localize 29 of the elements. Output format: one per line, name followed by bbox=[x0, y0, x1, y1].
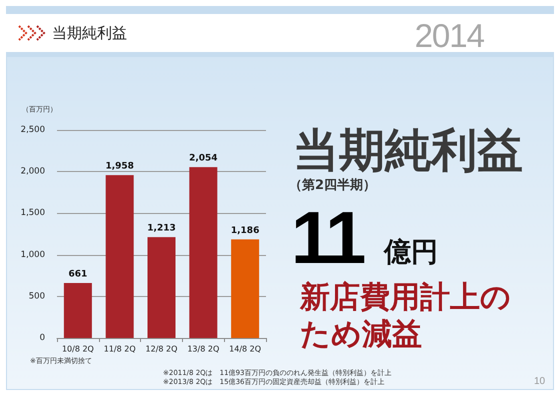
bar bbox=[231, 239, 260, 338]
y-tick-label: 0 bbox=[40, 333, 45, 343]
x-tick-label: 13/8 2Q bbox=[187, 344, 220, 354]
data-label: 1,186 bbox=[230, 226, 260, 236]
data-label: 661 bbox=[68, 270, 88, 280]
y-tick-label: 2,500 bbox=[20, 125, 45, 135]
text: 10 bbox=[534, 376, 546, 388]
text: 当期純利益 bbox=[293, 123, 523, 177]
y-tick-label: 2,000 bbox=[20, 166, 45, 177]
text: 2014 bbox=[414, 17, 484, 55]
x-tick-label: 11/8 2Q bbox=[104, 344, 136, 354]
y-tick-label: 1,500 bbox=[20, 208, 45, 218]
bar bbox=[106, 175, 134, 338]
bar bbox=[189, 167, 218, 338]
x-tick-label: 10/8 2Q bbox=[62, 344, 94, 354]
bar bbox=[148, 237, 176, 338]
y-tick-label: 500 bbox=[28, 291, 45, 302]
chart-title: 当期純利益 bbox=[52, 24, 127, 43]
text: 11 bbox=[291, 196, 364, 279]
x-tick-label: 12/8 2Q bbox=[146, 344, 178, 354]
y-tick-label: 1,000 bbox=[20, 250, 45, 260]
data-label: 2,054 bbox=[189, 154, 218, 164]
data-label: 1,958 bbox=[105, 162, 134, 172]
bar bbox=[64, 283, 92, 338]
x-tick-label: 14/8 2Q bbox=[229, 344, 262, 354]
text: （第2四半期） bbox=[289, 178, 376, 194]
text: 億円 bbox=[384, 237, 438, 269]
text: 新店費用計上のため減益 bbox=[300, 279, 512, 353]
data-label: 1,213 bbox=[147, 224, 176, 234]
